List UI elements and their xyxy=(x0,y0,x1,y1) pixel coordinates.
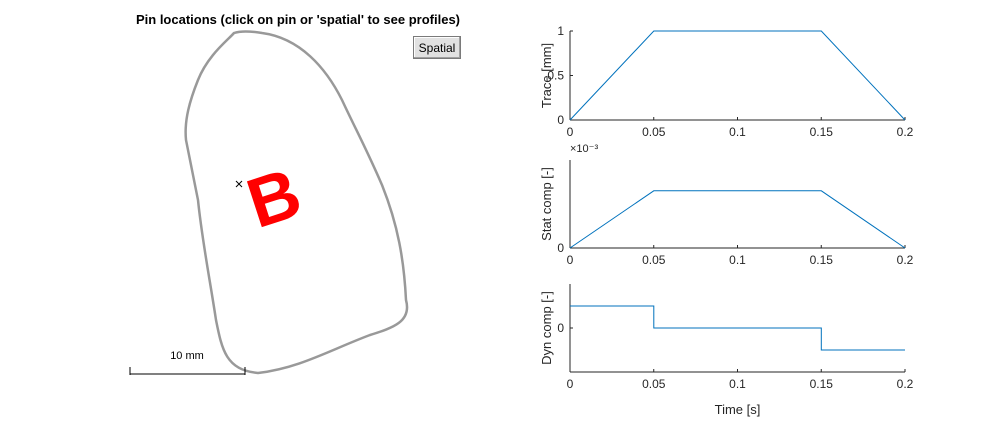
pin-marker[interactable] xyxy=(235,180,243,188)
x-tick-label: 0 xyxy=(567,125,574,139)
x-tick-label: 0.15 xyxy=(810,377,834,391)
x-tick-label: 0.05 xyxy=(642,377,666,391)
y-axis-label: Dyn comp [-] xyxy=(539,291,554,365)
y-axis-label: Stat comp [-] xyxy=(539,167,554,241)
specimen-outline xyxy=(184,30,409,375)
series-line xyxy=(569,30,906,121)
glyph-b-marking: B xyxy=(238,153,310,243)
x-tick-label: 0.05 xyxy=(642,253,666,267)
spatial-button[interactable]: Spatial xyxy=(413,36,461,59)
x-tick-label: 0.05 xyxy=(642,125,666,139)
y-tick-label: 1 xyxy=(557,24,564,38)
x-tick-label: 0 xyxy=(567,377,574,391)
series-line xyxy=(570,305,905,351)
y-exponent-label: ×10⁻³ xyxy=(570,143,598,155)
x-tick-label: 0.1 xyxy=(729,253,746,267)
y-tick-label: 0 xyxy=(557,113,564,127)
y-tick-label: 0 xyxy=(557,321,564,335)
y-tick-label: 0 xyxy=(557,241,564,255)
glyph-b-letter: B xyxy=(238,153,310,243)
x-tick-label: 0.2 xyxy=(897,253,914,267)
x-tick-label: 0.1 xyxy=(729,377,746,391)
x-axis-label: Time [s] xyxy=(715,402,761,417)
scale-bar: 10 mm xyxy=(129,350,246,375)
y-axis-label: Trace [mm] xyxy=(539,43,554,108)
x-tick-label: 0.1 xyxy=(729,125,746,139)
series-line xyxy=(569,190,906,249)
x-tick-label: 0.15 xyxy=(810,253,834,267)
y-tick-label: 0.5 xyxy=(547,69,564,83)
pin-locations-title: Pin locations (click on pin or 'spatial'… xyxy=(136,12,460,27)
x-tick-label: 0 xyxy=(567,253,574,267)
x-tick-label: 0.15 xyxy=(810,125,834,139)
x-tick-label: 0.2 xyxy=(897,125,914,139)
scale-bar-label: 10 mm xyxy=(170,350,204,362)
x-tick-label: 0.2 xyxy=(897,377,914,391)
